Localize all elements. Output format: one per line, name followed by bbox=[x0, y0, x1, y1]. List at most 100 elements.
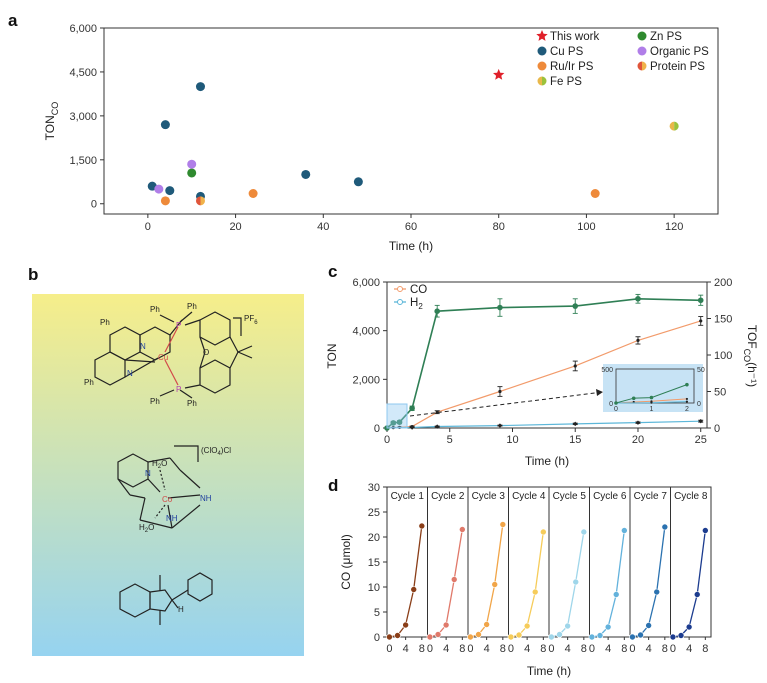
cu-complex-structure bbox=[94, 311, 253, 399]
panel-c-y2-unit: (h⁻¹) bbox=[745, 362, 759, 387]
a-ytick-label: 6,000 bbox=[69, 23, 97, 35]
a-point-ru_ir bbox=[160, 196, 170, 206]
a-xtick-label: 120 bbox=[665, 221, 683, 233]
ph-label-6: Ph bbox=[187, 399, 197, 408]
inset-xtick-label: 0 bbox=[614, 406, 618, 413]
d-cycle-line bbox=[672, 530, 706, 638]
inset-y2tick-label: 0 bbox=[697, 401, 701, 408]
c-y2tick-label: 50 bbox=[714, 387, 726, 399]
panel-a-axes-frame bbox=[103, 27, 719, 215]
d-cycle-point bbox=[612, 591, 620, 598]
d-xtick-label: 0 bbox=[508, 643, 514, 655]
panel-a-y-label: TONCO bbox=[43, 102, 60, 141]
d-cycle-point bbox=[596, 632, 604, 639]
c-point-H2 bbox=[573, 421, 578, 427]
a-legend-label-organic: Organic PS bbox=[650, 46, 709, 58]
n-cu-bond-b bbox=[124, 357, 159, 378]
c-point-CO bbox=[498, 389, 502, 394]
a-point-fe bbox=[669, 121, 679, 131]
panel-b-letter: b bbox=[28, 265, 38, 284]
d-cycle-point bbox=[386, 633, 393, 641]
d-cycle-point bbox=[475, 631, 482, 638]
c-point-CO bbox=[573, 364, 577, 368]
d-xtick-label: 4 bbox=[403, 643, 409, 655]
bih-phenyl-bond bbox=[171, 589, 189, 601]
pf6-bracket bbox=[233, 317, 242, 336]
c-point-CO bbox=[699, 319, 703, 323]
d-cycle-title: Cycle 4 bbox=[512, 491, 546, 502]
a-point-cu bbox=[165, 186, 175, 196]
a-legend-label-this_work: This work bbox=[550, 31, 599, 43]
n-label-bottom: N bbox=[127, 369, 133, 378]
panel-b-chemistry: b bbox=[28, 265, 304, 656]
pf6-main: PF bbox=[244, 314, 254, 323]
c-ytick-label: 2,000 bbox=[352, 374, 380, 386]
phen-ring-right bbox=[139, 326, 171, 361]
c-point-TOF bbox=[572, 303, 579, 309]
d-xtick-label: 4 bbox=[484, 643, 490, 655]
d-xtick-label: 0 bbox=[629, 643, 635, 655]
n-label-py: N bbox=[145, 469, 151, 478]
d-xtick-label: 4 bbox=[443, 643, 449, 655]
d-xtick-label: 4 bbox=[524, 643, 530, 655]
co-counterion-label: (ClO4)Cl bbox=[201, 446, 231, 457]
pf6-sub: 6 bbox=[254, 320, 258, 326]
d-cycle-point bbox=[677, 632, 685, 639]
a-point-cu bbox=[301, 169, 311, 179]
pf6-label: PF6 bbox=[244, 314, 258, 326]
d-cycle-point bbox=[588, 633, 596, 641]
inset-source-highlight bbox=[386, 403, 408, 429]
d-cycle-point bbox=[491, 581, 499, 588]
c-point-TOF bbox=[434, 308, 440, 315]
a-point-organic bbox=[187, 159, 197, 169]
c-line-H2 bbox=[386, 420, 701, 429]
d-cycle-title: Cycle 1 bbox=[391, 491, 425, 502]
d-cycle-point bbox=[693, 591, 701, 598]
legend-h2-main: H bbox=[410, 297, 418, 309]
a-ytick-label: 1,500 bbox=[69, 155, 97, 167]
a-point-organic bbox=[154, 184, 164, 194]
d-cycle-point bbox=[410, 586, 418, 593]
d-cycle-point bbox=[459, 526, 466, 533]
a-legend-marker-protein-left-half bbox=[637, 61, 642, 71]
c-xtick-label: 5 bbox=[447, 434, 453, 446]
water-bottom-sub: 2 bbox=[145, 528, 149, 534]
panel-c-letter: c bbox=[328, 262, 337, 281]
a-legend-label-fe: Fe PS bbox=[550, 76, 582, 88]
c-point-H2 bbox=[497, 423, 503, 428]
panel-d-y-label: CO (μmol) bbox=[339, 534, 353, 590]
water-bottom-label: H2O bbox=[139, 523, 154, 534]
c-xtick-label: 10 bbox=[506, 434, 518, 446]
a-xtick-label: 60 bbox=[405, 221, 417, 233]
c-xtick-label: 0 bbox=[384, 434, 390, 446]
p-label-top: P bbox=[176, 321, 181, 330]
d-xtick-label: 0 bbox=[467, 643, 473, 655]
d-cycle-point bbox=[467, 633, 474, 641]
d-cycle-point bbox=[523, 622, 531, 630]
d-xtick-label: 0 bbox=[548, 643, 554, 655]
ring-left-bond bbox=[139, 497, 146, 521]
imine-left-bond bbox=[117, 478, 131, 496]
c-point-TOF bbox=[697, 297, 704, 304]
inset-pointer-arrow bbox=[409, 391, 604, 417]
c-point-TOF bbox=[390, 420, 397, 426]
c-point-H2 bbox=[698, 418, 703, 424]
cu-label: Cu bbox=[158, 353, 168, 362]
n-label-top: N bbox=[140, 342, 146, 351]
panel-c-y2-sub: CO bbox=[742, 349, 752, 363]
a-point-cu bbox=[160, 120, 170, 130]
c-point-TOF bbox=[635, 295, 641, 302]
a-point-protein-left-half bbox=[195, 196, 201, 206]
c-point-H2 bbox=[434, 424, 440, 429]
d-cycle-point bbox=[540, 528, 547, 536]
inset-point-h2 bbox=[685, 400, 689, 403]
panel-a-scatter: a 0 20 40 60 80 100 120 0 1,500 3,000 4,500 6,000 T… bbox=[8, 11, 719, 253]
xanthene-o-top bbox=[199, 336, 206, 353]
a-ytick-label: 0 bbox=[91, 199, 97, 211]
c-ytick-label: 0 bbox=[374, 423, 380, 435]
co-counterion-bracket bbox=[174, 445, 199, 462]
d-xtick-label: 8 bbox=[581, 643, 587, 655]
cu-p-bond-bottom bbox=[164, 359, 179, 386]
